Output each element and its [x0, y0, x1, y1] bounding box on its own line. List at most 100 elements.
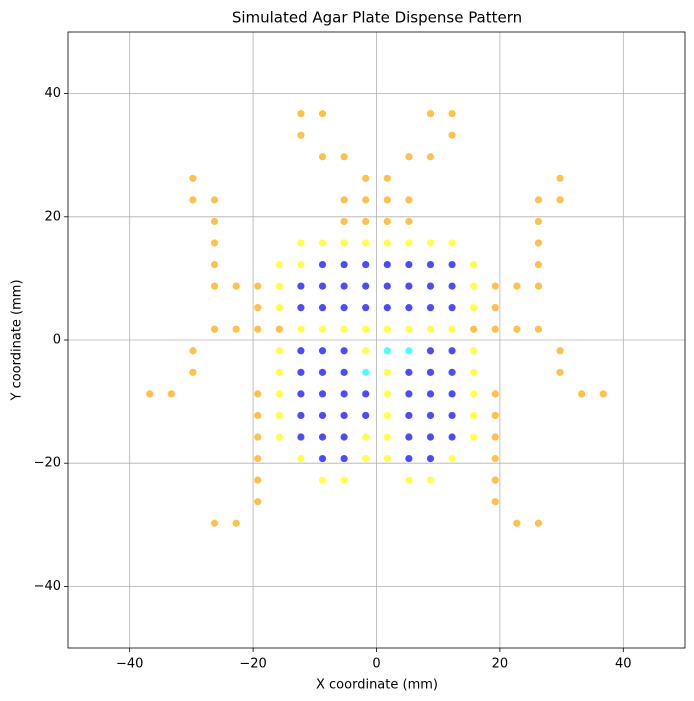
point [210, 196, 219, 204]
point [362, 282, 370, 290]
point [599, 390, 607, 398]
point [318, 239, 327, 247]
point [426, 433, 435, 441]
point [189, 196, 197, 204]
point [426, 454, 435, 463]
point [470, 304, 478, 312]
point [383, 304, 391, 312]
point [275, 282, 283, 290]
point [383, 239, 391, 247]
point [448, 282, 456, 290]
point [340, 282, 348, 290]
point [340, 304, 348, 312]
y-tick-label: −20 [34, 456, 61, 471]
point [318, 260, 327, 269]
point [362, 304, 370, 312]
point [340, 476, 348, 484]
point [297, 390, 305, 398]
point [362, 411, 370, 420]
point [362, 239, 370, 247]
point [556, 368, 564, 376]
point [340, 411, 348, 420]
point [405, 217, 413, 226]
point [362, 433, 370, 441]
point [297, 433, 305, 441]
point [448, 368, 456, 376]
point [318, 347, 327, 355]
point [297, 110, 305, 118]
point [426, 239, 435, 247]
point [167, 390, 175, 398]
point [513, 325, 521, 333]
point [340, 239, 348, 247]
point [405, 239, 413, 247]
point [470, 390, 478, 398]
point [383, 411, 391, 420]
point [362, 174, 370, 182]
point [297, 411, 305, 420]
point [254, 498, 262, 506]
point [470, 411, 478, 420]
point [362, 454, 370, 463]
point [448, 390, 456, 398]
point [491, 476, 499, 484]
point [318, 153, 327, 161]
point [210, 260, 219, 269]
x-axis-label: X coordinate (mm) [316, 678, 438, 693]
point [405, 260, 413, 269]
point [232, 519, 240, 527]
point [318, 368, 327, 376]
point [275, 325, 283, 333]
point [448, 325, 456, 333]
point [491, 498, 499, 506]
point [448, 347, 456, 355]
point [534, 217, 543, 226]
x-tick-label: 20 [492, 657, 509, 672]
y-tick-label: −40 [34, 579, 61, 594]
point [340, 153, 348, 161]
point [426, 304, 435, 312]
x-tick-label: 0 [372, 657, 380, 672]
point [491, 454, 499, 463]
point [232, 282, 240, 290]
point [210, 325, 219, 333]
point [405, 325, 413, 333]
point [491, 411, 499, 420]
point [189, 347, 197, 355]
point [556, 347, 564, 355]
point [210, 282, 219, 290]
point [340, 433, 348, 441]
point [426, 390, 435, 398]
point [340, 217, 348, 226]
point [340, 260, 348, 269]
point [448, 304, 456, 312]
point [383, 174, 391, 182]
point [534, 260, 543, 269]
point [405, 411, 413, 420]
point [210, 239, 219, 247]
point [297, 260, 305, 269]
point [470, 260, 478, 269]
point [448, 433, 456, 441]
point [340, 325, 348, 333]
point [556, 174, 564, 182]
point [405, 454, 413, 463]
point [491, 390, 499, 398]
point [383, 390, 391, 398]
point [448, 454, 456, 463]
point [254, 454, 262, 463]
point [405, 282, 413, 290]
point [297, 282, 305, 290]
point [275, 347, 283, 355]
point [448, 239, 456, 247]
point [491, 282, 499, 290]
point [318, 110, 327, 118]
point [470, 325, 478, 333]
y-axis-label: Y coordinate (mm) [10, 279, 25, 401]
point [297, 304, 305, 312]
point [275, 433, 283, 441]
point [448, 260, 456, 269]
point [556, 196, 564, 204]
point [383, 433, 391, 441]
